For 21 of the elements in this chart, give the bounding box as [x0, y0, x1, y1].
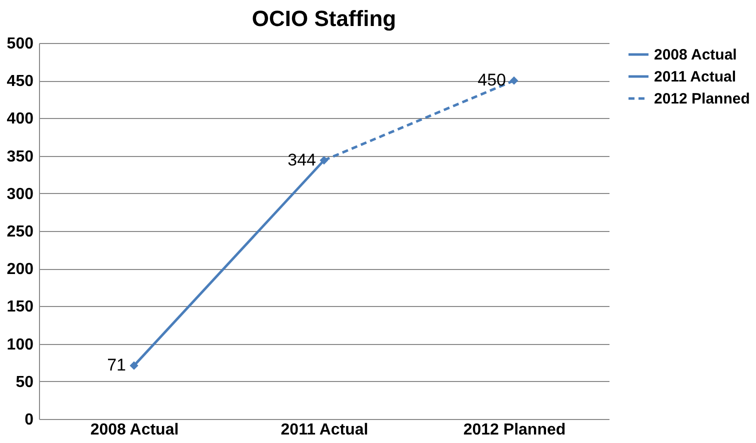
chart-title: OCIO Staffing: [252, 6, 396, 31]
data-label: 344: [288, 150, 316, 170]
x-tick-label: 2012 Planned: [463, 422, 566, 438]
x-tick-label: 2008 Actual: [90, 422, 179, 438]
y-tick-label: 100: [6, 336, 34, 354]
y-tick-label: 50: [16, 374, 34, 391]
y-tick-label: 250: [6, 224, 34, 240]
legend-label: 2011 Actual: [654, 68, 736, 86]
y-tick-label: 450: [6, 73, 34, 90]
y-tick-label: 200: [6, 261, 34, 278]
y-tick-label: 150: [6, 298, 34, 316]
x-tick-label: 2011 Actual: [280, 422, 368, 438]
y-tick-label: 350: [6, 148, 34, 166]
y-tick-label: 500: [6, 36, 34, 52]
legend-label: 2012 Planned: [654, 90, 750, 108]
legend-label: 2008 Actual: [654, 46, 737, 64]
data-label: 71: [107, 356, 126, 375]
y-tick-label: 400: [6, 110, 34, 128]
y-tick-label: 0: [24, 412, 34, 428]
data-label: 450: [478, 70, 506, 90]
y-tick-label: 300: [6, 186, 34, 203]
